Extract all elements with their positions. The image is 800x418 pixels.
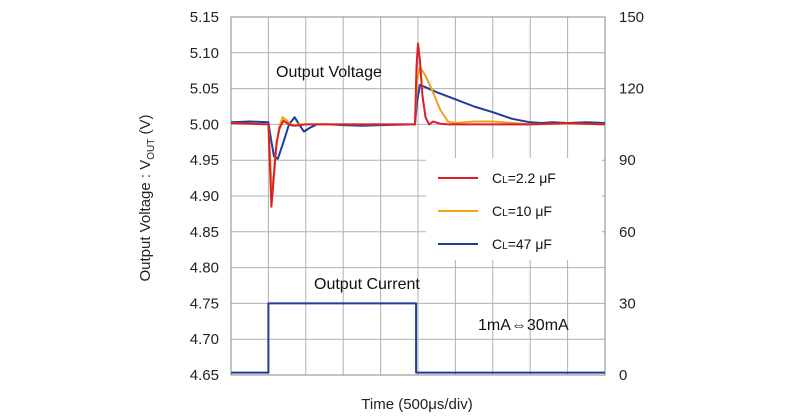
y-axis-label: Output Voltage : VOUT (V): [137, 114, 157, 281]
legend: CL=2.2 μF CL=10 μF CL=47 μF: [426, 158, 602, 260]
y-right-tick-label: 90: [619, 152, 636, 169]
right-axis-ticks: 0 30 60 90 120 150: [619, 9, 644, 384]
series-line-output-current: [231, 302, 605, 374]
y-left-tick-label: 5.05: [190, 81, 219, 98]
y-left-tick-label: 5.10: [190, 45, 219, 62]
plot-frame: [230, 16, 606, 376]
y-right-tick-label: 120: [619, 81, 644, 98]
series: [230, 42, 606, 374]
y-left-tick-label: 5.15: [190, 9, 219, 26]
y-right-tick-label: 0: [619, 367, 627, 384]
y-right-tick-label: 150: [619, 9, 644, 26]
annotation-output-voltage: Output Voltage: [276, 64, 382, 81]
legend-label-cl-10: CL=10 μF: [492, 203, 552, 219]
y-right-tick-label: 30: [619, 295, 636, 312]
series-line-cl-2-2-f: [230, 42, 606, 208]
legend-label-cl-2-2: CL=2.2 μF: [492, 170, 556, 186]
y-left-tick-label: 4.85: [190, 224, 219, 241]
y-left-tick-label: 5.00: [190, 116, 219, 133]
y-left-tick-label: 4.70: [190, 331, 219, 348]
x-axis-label: Time (500μs/div): [361, 396, 472, 413]
y-left-tick-label: 4.65: [190, 367, 219, 384]
series-line-cl-47-f: [230, 84, 606, 160]
y-left-tick-label: 4.80: [190, 260, 219, 277]
y-right-tick-label: 60: [619, 224, 636, 241]
legend-label-cl-47: CL=47 μF: [492, 236, 552, 252]
y-left-tick-label: 4.95: [190, 152, 219, 169]
y-left-tick-label: 4.90: [190, 188, 219, 205]
left-axis-ticks: 4.65 4.70 4.75 4.80 4.85 4.90 4.95 5.00 5.05 5.10…: [190, 9, 219, 384]
annotation-output-current: Output Current: [314, 276, 420, 293]
y-left-tick-label: 4.75: [190, 295, 219, 312]
annotation-current-step: 1mA⇔30mA: [478, 317, 569, 334]
